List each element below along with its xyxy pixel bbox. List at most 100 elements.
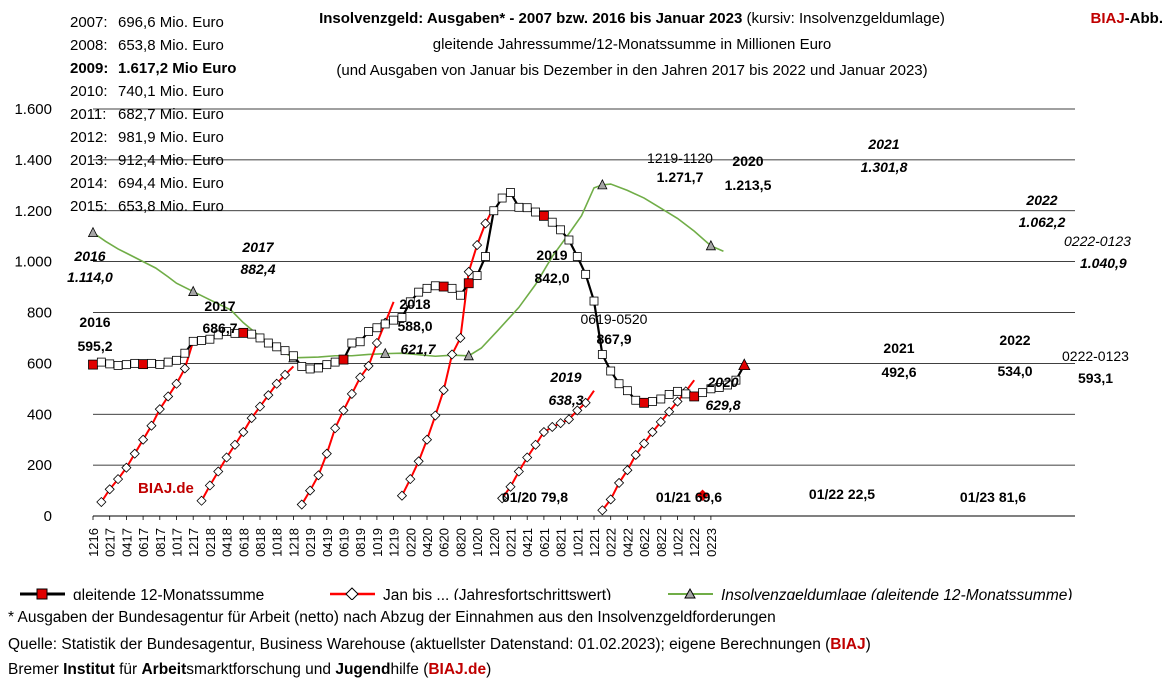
source-brand: BIAJ (830, 636, 866, 653)
rolling-marker (272, 342, 282, 352)
ytd-marker (146, 420, 157, 431)
x-tick-label: 0620 (437, 528, 452, 557)
ytd-marker (204, 480, 215, 491)
rolling-marker-highlight (639, 397, 649, 408)
rolling-marker (197, 336, 206, 345)
ytd-marker (238, 426, 249, 438)
rolling-marker (447, 283, 457, 293)
rolling-marker (723, 380, 732, 390)
ytd-marker (430, 410, 441, 421)
ytd-marker (321, 448, 332, 459)
rolling-marker (364, 327, 373, 336)
rolling-marker (698, 388, 707, 398)
rolling-marker (506, 188, 515, 197)
annotation-label: 2021 (883, 340, 914, 356)
rolling-marker (322, 360, 332, 370)
rolling-marker-highlight (338, 354, 349, 365)
y-tick-label: 1.200 (14, 203, 52, 220)
chart-title-rest: (kursiv: Insolvenzgeldumlage) (742, 10, 945, 27)
rolling-marker (180, 348, 190, 358)
ytd-marker (413, 456, 424, 467)
x-tick-label: 0619 (337, 528, 352, 557)
umlage-marker (705, 239, 717, 251)
x-tick-label: 1218 (286, 528, 301, 557)
rolling-marker (389, 315, 399, 325)
annotation-label: 1219-1120 (647, 150, 713, 166)
ytd-marker (163, 391, 174, 402)
ytd-line-2018 (200, 365, 295, 502)
ytd-marker (171, 378, 182, 389)
legend-marker-ytd (345, 587, 359, 600)
history-year: 2012: (70, 129, 108, 146)
chart-subtitle-1: gleitende Jahressumme/12-Monatssumme in … (433, 36, 832, 53)
history-value: 653,8 Mio. Euro (118, 37, 224, 54)
annotation-label: 2019 (536, 247, 567, 263)
annotation-value: 882,4 (240, 261, 275, 277)
annotation-value: 842,0 (534, 270, 569, 286)
footnote: * Ausgaben der Bundesagentur für Arbeit … (8, 609, 776, 626)
history-year: 2007: (70, 14, 108, 31)
ytd-marker (647, 426, 658, 438)
annotation-value: 1.301,8 (861, 159, 908, 175)
x-tick-label: 1222 (687, 528, 702, 557)
history-list: 2007: 696,6 Mio. Euro 2008: 653,8 Mio. Euro… (70, 14, 236, 215)
ytd-marker (446, 349, 458, 360)
rolling-marker (96, 357, 106, 367)
rolling-marker (731, 375, 741, 385)
ytd-marker (455, 332, 466, 344)
annotation-value: 629,8 (705, 397, 740, 413)
x-tick-label: 1021 (570, 528, 585, 557)
rolling-marker (673, 386, 682, 396)
ytd-marker (138, 434, 149, 445)
history-value: 653,8 Mio. Euro (118, 198, 224, 215)
ytd-marker (530, 439, 541, 450)
x-tick-label: 0221 (504, 528, 519, 557)
ytd-marker (263, 390, 274, 401)
rolling-marker (397, 313, 407, 322)
legend-label-ytd: Jan bis ... (Jahresfortschrittswert) (383, 587, 611, 600)
ytd-marker (480, 218, 491, 229)
ytd-marker (572, 405, 583, 416)
rolling-marker (372, 323, 382, 333)
history-year: 2013: (70, 152, 108, 169)
rolling-marker (355, 337, 365, 347)
ytd-marker (538, 426, 549, 438)
y-tick-label: 1.600 (14, 101, 52, 118)
umlage-marker (188, 285, 199, 296)
rolling-marker (656, 394, 666, 404)
ytd-marker (597, 505, 608, 516)
ytd-marker (639, 438, 650, 449)
rolling-marker (255, 333, 265, 343)
rolling-marker (147, 358, 156, 368)
x-tick-label: 0821 (554, 528, 569, 557)
annotation-label: 2022 (999, 332, 1030, 348)
ytd-marker (580, 397, 591, 408)
rolling-marker (305, 364, 315, 374)
ytd-marker (246, 413, 257, 424)
umlage-marker (597, 178, 608, 190)
annotation-value: 686,7 (202, 320, 237, 336)
ytd-marker (104, 484, 115, 495)
x-tick-label: 1020 (470, 528, 485, 557)
legend-marker-rolling (36, 588, 48, 600)
ytd-marker (547, 421, 558, 433)
history-year: 2015: (70, 198, 108, 215)
gridlines (93, 108, 1075, 466)
annotation-label: 01/23 81,6 (960, 489, 1026, 505)
ytd-marker (296, 499, 307, 510)
x-tick-label: 0618 (236, 528, 251, 557)
x-tick-label: 0219 (303, 528, 318, 557)
rolling-marker (556, 225, 565, 235)
x-tick-label: 0818 (253, 528, 268, 557)
x-tick-label: 0223 (704, 528, 719, 557)
rolling-marker (430, 281, 440, 291)
annotation-label: 2018 (399, 296, 430, 312)
rolling-marker-highlight (539, 210, 549, 221)
x-tick-label: 1022 (671, 528, 686, 557)
history-year: 2011: (70, 106, 106, 123)
ytd-marker (346, 388, 357, 399)
rolling-marker-highlight (138, 359, 149, 370)
rolling-marker-highlight (463, 278, 474, 289)
ytd-marker (613, 477, 625, 488)
